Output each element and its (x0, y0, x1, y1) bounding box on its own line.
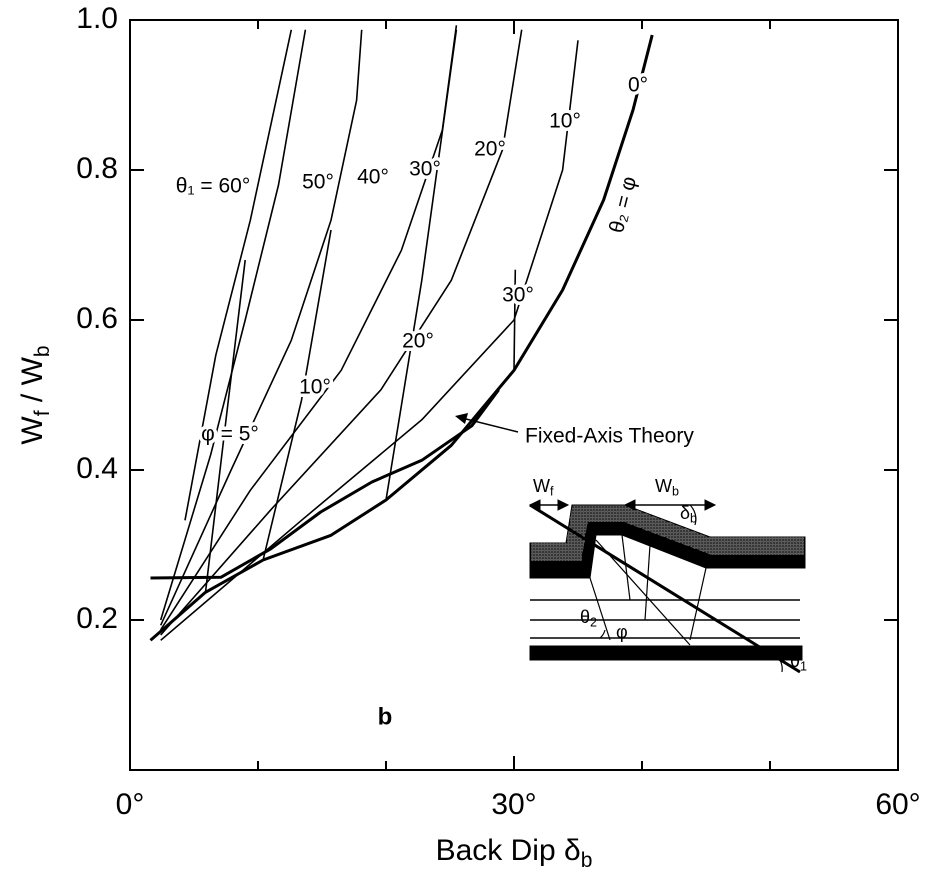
curve-label: 20° (402, 330, 434, 353)
curve (160, 25, 458, 631)
inset-label: δb (680, 503, 697, 526)
inset-label-part: θ (790, 651, 800, 671)
y-tick-label: 0.8 (76, 152, 118, 185)
curve-label: 50° (302, 171, 334, 194)
inset-label-part: W (533, 476, 550, 496)
y-tick-label: 1.0 (76, 2, 118, 35)
curve-label: 0° (628, 74, 648, 97)
y-axis-label-part: f (31, 410, 54, 416)
x-axis-label-part: b (581, 849, 593, 872)
curve (262, 229, 332, 561)
curve-label: θ₁ = 60° (176, 175, 250, 198)
curve-label: 30° (502, 284, 534, 307)
x-tick-label: 60° (875, 788, 920, 821)
curve-label: 10° (549, 110, 581, 133)
curve (385, 29, 458, 501)
panel-label: b (378, 703, 393, 730)
inset-label: Wb (655, 476, 679, 499)
inset-label-part: θ (580, 607, 590, 627)
inset-label-part: b (690, 512, 697, 526)
inset-label: θ2 (580, 607, 597, 630)
inset-label-part: b (672, 485, 679, 499)
curve-label: Fixed-Axis Theory (525, 425, 694, 448)
y-tick-label: 0.2 (76, 602, 118, 635)
x-tick-label: 0° (116, 788, 145, 821)
curve-label: φ = 5° (201, 423, 259, 446)
inset-label-part: f (550, 485, 554, 499)
inset-label-part: δ (680, 503, 690, 523)
y-axis-label: Wf / Wb (16, 345, 54, 444)
curve (150, 388, 500, 580)
inset-label-part: 2 (590, 616, 597, 630)
curve-label: 30° (409, 158, 441, 181)
curve (184, 29, 293, 521)
annotation-arrowhead (455, 413, 468, 424)
x-tick-label: 30° (491, 788, 536, 821)
curve (159, 29, 363, 626)
curve (160, 40, 579, 641)
curve-label: 40° (357, 166, 389, 189)
curve (149, 34, 654, 642)
inset-label: Wf (533, 476, 554, 499)
curve (159, 29, 307, 621)
x-axis-label: Back Dip δb (436, 834, 593, 872)
y-axis-label-part: W (16, 416, 49, 445)
y-tick-label: 0.4 (76, 452, 118, 485)
inset-label: φ (616, 622, 628, 642)
inset-label: θ1 (790, 651, 807, 674)
curve (204, 259, 246, 593)
y-axis-label-part: b (31, 345, 54, 357)
inset-label-part: 1 (800, 660, 807, 674)
y-tick-label: 0.6 (76, 302, 118, 335)
inset-diagram (528, 499, 806, 674)
curve-label: 10° (299, 376, 331, 399)
x-axis-label-part: Back Dip δ (436, 834, 581, 867)
curve (513, 269, 517, 371)
curve (160, 29, 523, 636)
inset-label-part: W (655, 476, 672, 496)
curve-label: 20° (474, 138, 506, 161)
y-axis-label-part: / W (16, 356, 49, 410)
